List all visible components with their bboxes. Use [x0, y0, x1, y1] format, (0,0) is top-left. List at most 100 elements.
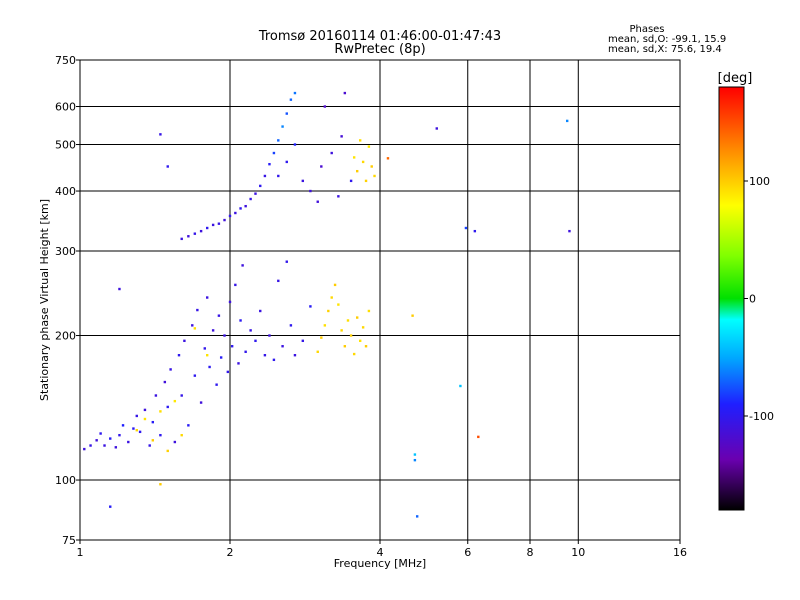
data-point [118, 287, 121, 291]
data-point [337, 303, 340, 306]
data-point [239, 319, 242, 322]
data-point [411, 314, 414, 317]
y-tick-label: 200 [55, 330, 76, 343]
data-point [285, 260, 288, 263]
x-tick-label: 4 [377, 546, 384, 559]
colorbar-tick-label: -100 [749, 410, 774, 423]
x-tick-label: 1 [77, 546, 84, 559]
data-point [193, 327, 197, 330]
data-point [237, 362, 240, 365]
data-point [228, 214, 232, 218]
data-point [166, 165, 169, 168]
data-point [293, 353, 297, 357]
data-point [199, 401, 203, 404]
data-point [205, 353, 209, 357]
data-point [199, 229, 203, 233]
data-point [413, 453, 417, 456]
data-point [187, 424, 190, 427]
data-point [241, 264, 244, 267]
data-point [323, 324, 327, 327]
data-point [109, 505, 112, 508]
data-point [367, 145, 371, 148]
data-point [333, 283, 337, 287]
data-point [208, 365, 211, 369]
data-point [565, 119, 569, 123]
y-axis-label: Stationary phase Virtual Height [km] [38, 199, 51, 401]
data-point [346, 319, 350, 322]
y-tick-labels: 75 100 200 300 400 500 600 750 [55, 54, 80, 547]
data-point [301, 339, 305, 343]
colorbar-tick-label: 0 [749, 293, 756, 306]
data-point [477, 435, 480, 439]
data-point [132, 427, 135, 430]
data-point [337, 195, 340, 198]
x-tick-label: 8 [527, 546, 534, 559]
data-point [143, 417, 147, 421]
y-tick-label: 600 [55, 101, 76, 114]
data-point [95, 439, 98, 442]
stats-header: Phases [629, 24, 664, 35]
data-point [215, 383, 218, 386]
data-point [415, 515, 419, 518]
data-point [230, 345, 234, 348]
data-point [277, 139, 280, 142]
data-point [114, 446, 118, 449]
data-point [254, 339, 257, 343]
data-point [320, 336, 323, 339]
data-point [373, 174, 376, 178]
data-point [361, 326, 365, 329]
data-point [249, 197, 252, 201]
data-point [281, 345, 284, 348]
data-point [223, 218, 226, 222]
data-point [173, 399, 177, 403]
colorbar-tick-label: 100 [749, 175, 770, 188]
data-point [219, 356, 223, 359]
data-point [163, 380, 167, 384]
x-tick-label: 16 [673, 546, 687, 559]
data-point [121, 424, 125, 427]
x-tick-label: 2 [227, 546, 234, 559]
data-point [203, 347, 206, 350]
data-point [309, 189, 312, 193]
data-point [277, 174, 280, 178]
y-tick-label: 300 [55, 245, 76, 258]
data-point [263, 174, 267, 178]
colorbar-label: [deg] [718, 71, 753, 86]
data-point [239, 207, 242, 210]
data-point [413, 458, 417, 462]
y-tick-label: 400 [55, 185, 76, 198]
data-point [118, 433, 121, 437]
data-point [159, 133, 162, 136]
data-point [228, 300, 232, 304]
data-point [355, 316, 359, 319]
data-point [249, 329, 252, 332]
data-point [268, 162, 271, 166]
data-point [259, 184, 262, 188]
data-point [289, 98, 293, 101]
y-tick-label: 500 [55, 139, 76, 152]
data-point [223, 334, 226, 337]
data-point [173, 440, 177, 444]
data-point [352, 352, 356, 356]
y-tick-label: 75 [62, 534, 76, 547]
data-point [191, 324, 194, 327]
data-point [127, 440, 130, 444]
data-point [205, 296, 209, 299]
data-point [473, 229, 477, 233]
data-point [364, 345, 368, 348]
data-point [217, 222, 221, 225]
data-point [180, 394, 183, 397]
data-point [180, 237, 183, 241]
data-point [386, 157, 390, 160]
data-point [187, 235, 190, 238]
data-point [361, 160, 365, 164]
stats-line-o: mean, sd,O: -99.1, 15.9 [608, 34, 726, 45]
data-point [159, 433, 162, 437]
data-point [180, 433, 183, 437]
data-point [143, 408, 147, 412]
data-point [330, 296, 333, 299]
data-point [285, 112, 288, 115]
data-point [285, 160, 288, 164]
data-point [309, 305, 312, 308]
stats-line-x: mean, sd,X: 75.6, 19.4 [608, 44, 722, 55]
